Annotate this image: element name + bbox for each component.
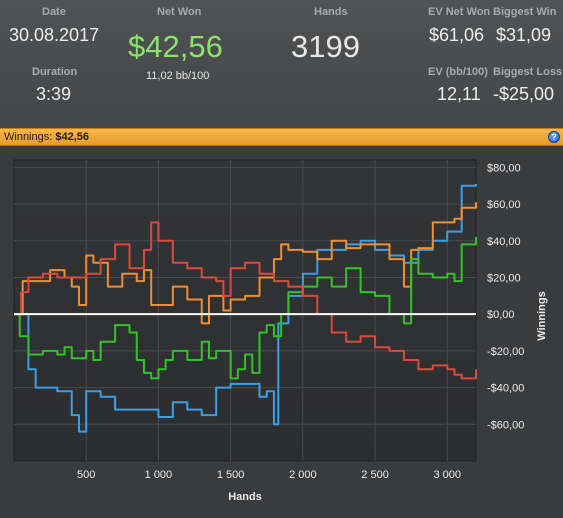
x-tick-label: 1 500 [217,469,245,481]
ev-bb100-value: 12,11 [437,84,481,104]
ev-bb100-label: EV (bb/100) [428,66,488,78]
y-tick-label: $60,00 [487,199,521,211]
ev-net-won-value: $61,06 [429,25,485,45]
duration-value: 3:39 [36,84,72,104]
biggest-win-label: Biggest Win [493,6,557,18]
y-axis-label: Winnings [536,291,548,340]
winnings-bar: Winnings: $42,56 ? [0,128,563,146]
x-tick-label: 3 000 [433,469,461,481]
ev-net-won-label: EV Net Won [428,6,491,18]
y-tick-label: -$60,00 [487,419,524,431]
biggest-loss-value: -$25,00 [493,84,555,104]
y-tick-label: $40,00 [487,236,521,248]
hands-label: Hands [314,6,348,18]
y-tick-label: $80,00 [487,162,521,174]
date-value: 30.08.2017 [9,25,100,45]
biggest-win-value: $31,09 [496,25,552,45]
x-tick-label: 2 000 [289,469,317,481]
winnings-summary: Winnings: $42,56 [4,131,89,143]
winnings-value: $42,56 [55,131,90,143]
plot-area [13,159,477,462]
x-tick-label: 500 [77,469,95,481]
chart-area: $80,00 $60,00 $40,00 $20,00 $0,00 -$20,00 -$40… [0,146,563,513]
net-won-value: $42,56 [128,29,223,64]
y-tick-label: $20,00 [487,272,521,284]
y-tick-label: -$40,00 [487,383,524,395]
y-tick-label: -$20,00 [487,346,524,358]
x-axis-label: Hands [228,491,262,503]
hands-value: 3199 [291,29,360,64]
stats-panel: Date 30.08.2017 Duration 3:39 Net Won $4… [0,0,563,128]
duration-label: Duration [32,66,78,78]
date-label: Date [42,6,66,18]
winnings-chart: $80,00 $60,00 $40,00 $20,00 $0,00 -$20,00 -$40… [0,146,563,513]
help-icon[interactable]: ? [548,131,560,143]
series-line-2 [14,202,477,325]
winnings-label: Winnings: [4,131,53,143]
net-won-bb100: 11,02 bb/100 [146,70,210,82]
x-tick-label: 1 000 [145,469,173,481]
series-line-4 [14,221,477,380]
biggest-loss-label: Biggest Loss [493,66,563,78]
net-won-label: Net Won [157,6,202,18]
y-tick-label: $0,00 [487,309,515,321]
x-tick-label: 2 500 [361,469,389,481]
